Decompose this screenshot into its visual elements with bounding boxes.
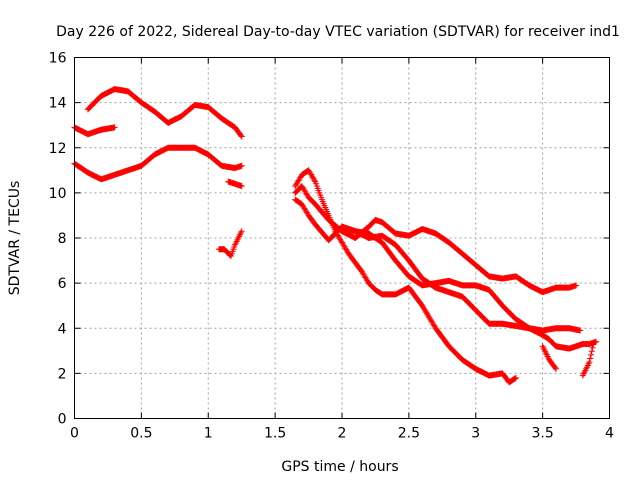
data-point: [237, 132, 244, 139]
axis-ticks: 0 0.5 1 1.5 2 2.5 3 3.5 4 0 2 4 6 8 10 12 14 16: [49, 51, 614, 442]
x-tick-label: 1.5: [264, 426, 286, 442]
series-trace-4: [225, 178, 245, 190]
data-point: [238, 183, 245, 190]
data-point: [552, 364, 559, 371]
series-trace-7: [292, 183, 580, 296]
series-trace-9: [339, 223, 600, 352]
data-point: [512, 374, 519, 381]
y-tick-label: 2: [58, 366, 67, 382]
series-trace-8: [292, 196, 584, 334]
series-trace-11: [579, 341, 597, 379]
data-point: [111, 124, 118, 131]
data-point: [573, 282, 580, 289]
data-point: [311, 177, 318, 184]
data-point: [588, 348, 595, 355]
y-tick-label: 4: [58, 321, 67, 337]
data-points: [71, 86, 600, 386]
chart-title: Day 226 of 2022, Sidereal Day-to-day VTE…: [56, 24, 620, 40]
data-point: [553, 365, 559, 372]
series-trace-2: [84, 86, 245, 140]
series-trace-3: [71, 144, 245, 183]
data-point: [238, 133, 245, 140]
x-tick-label: 0.5: [130, 426, 152, 442]
y-tick-label: 12: [49, 141, 67, 157]
data-point: [588, 351, 594, 358]
x-tick-label: 4: [605, 426, 614, 442]
y-tick-label: 8: [58, 231, 67, 247]
series-trace-10: [539, 343, 559, 372]
data-point: [238, 228, 245, 235]
x-axis-label: GPS time / hours: [281, 459, 398, 475]
data-point: [238, 162, 245, 169]
plot-frame: [74, 57, 610, 419]
series-trace-6: [292, 167, 519, 386]
data-point: [586, 359, 593, 366]
series-trace-5: [216, 228, 245, 259]
data-point: [590, 341, 597, 347]
data-point: [512, 375, 518, 382]
y-tick-label: 6: [58, 276, 67, 292]
series-trace-1: [71, 124, 118, 138]
y-tick-label: 10: [49, 186, 67, 202]
y-axis-label: SDTVAR / TECUs: [7, 181, 23, 296]
x-tick-label: 2.5: [398, 426, 420, 442]
x-tick-label: 2: [338, 426, 347, 442]
x-tick-label: 0: [70, 426, 79, 442]
x-tick-label: 3.5: [531, 426, 553, 442]
data-point: [577, 327, 584, 334]
y-tick-label: 0: [58, 412, 67, 428]
y-tick-label: 14: [49, 96, 67, 112]
x-tick-label: 1: [204, 426, 213, 442]
y-tick-label: 16: [49, 51, 67, 67]
x-tick-label: 3: [471, 426, 480, 442]
data-point: [587, 355, 594, 362]
data-point: [589, 344, 596, 351]
